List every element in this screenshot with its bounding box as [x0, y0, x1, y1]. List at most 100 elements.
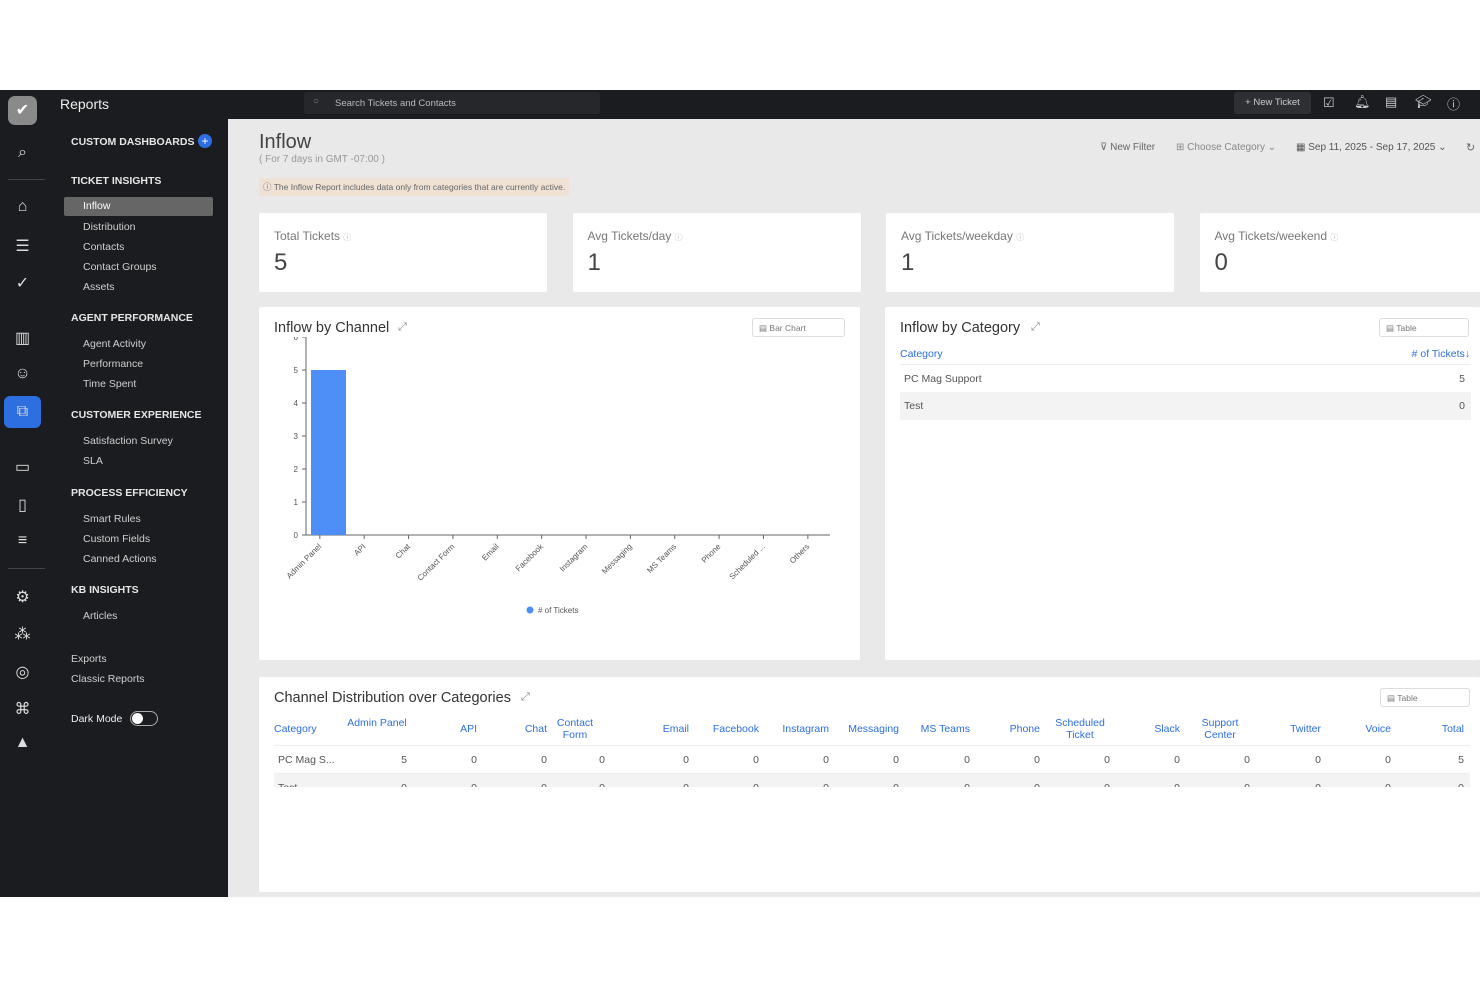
column-header[interactable]: Scheduled Ticket: [1055, 717, 1105, 741]
cell: 0: [1034, 782, 1040, 787]
sidebar-item-distribution[interactable]: Distribution: [83, 221, 136, 233]
table-row: Test 0 0 0 0 0 0 0 0 0 0 0 0 0 0 0 0: [274, 773, 1470, 787]
kpi-card: Avg Tickets/day ⓘ 1: [572, 213, 861, 292]
divider: [8, 568, 45, 569]
view-dropdown[interactable]: ▤ Table: [1380, 688, 1470, 707]
exports-link[interactable]: Exports: [71, 653, 107, 665]
column-header[interactable]: Chat: [524, 723, 547, 735]
expand-icon[interactable]: ⤢: [398, 321, 407, 333]
chart-type-label: Bar Chart: [769, 323, 806, 333]
column-header[interactable]: Twitter: [1290, 723, 1321, 735]
tickets-icon[interactable]: ☰: [15, 238, 30, 255]
legend-label[interactable]: # of Tickets: [538, 606, 578, 615]
bar[interactable]: [311, 370, 346, 535]
sidebar-item-time-spent[interactable]: Time Spent: [83, 378, 137, 390]
sidebar-item-contacts[interactable]: Contacts: [83, 241, 125, 253]
dark-mode-toggle[interactable]: [130, 711, 158, 726]
add-dashboard-button[interactable]: +: [198, 134, 212, 148]
reports-sidebar: CUSTOM DASHBOARDS + TICKET INSIGHTS Inflo…: [53, 119, 228, 897]
sidebar-item-articles[interactable]: Articles: [83, 610, 118, 622]
sidebar-item-contact-groups[interactable]: Contact Groups: [83, 261, 157, 273]
column-header[interactable]: Email: [662, 723, 689, 735]
expand-icon[interactable]: ⤢: [1031, 321, 1040, 333]
column-header-tickets[interactable]: # of Tickets↓: [1411, 348, 1470, 360]
command-icon[interactable]: ⌘: [14, 701, 31, 718]
date-range-picker[interactable]: ▦ Sep 11, 2025 - Sep 17, 2025 ⌄: [1296, 142, 1447, 153]
column-header[interactable]: Slack: [1154, 723, 1180, 735]
app-title: Reports: [60, 96, 110, 112]
choose-category-dropdown[interactable]: ⊞ Choose Category ⌄: [1176, 142, 1277, 153]
cell: 0: [541, 782, 547, 787]
column-header[interactable]: API: [460, 723, 477, 735]
bar-chart-icon[interactable]: ▥: [14, 330, 31, 347]
icon-rail: ✔ ⌕ ⌂ ☰ ✓ ▥ ☺ ⧉ ▭ ▯ ≡ ⚙ ⁂ ◎ ⌘ ▲: [0, 90, 53, 897]
section-heading: PROCESS EFFICIENCY: [71, 487, 188, 499]
search-icon[interactable]: ⌕: [18, 144, 27, 161]
app-logo[interactable]: ✔: [8, 96, 37, 125]
column-header[interactable]: MS Teams: [920, 723, 970, 735]
column-header[interactable]: Category: [274, 723, 317, 735]
chart-type-dropdown[interactable]: ▤ Bar Chart: [752, 318, 845, 337]
info-icon[interactable]: ⓘ: [674, 233, 683, 242]
expand-icon[interactable]: ⤢: [521, 691, 530, 703]
user-icon[interactable]: ☺: [14, 365, 31, 382]
sidebar-item-custom-fields[interactable]: Custom Fields: [83, 533, 151, 545]
refresh-circle-icon[interactable]: ◎: [15, 664, 30, 681]
info-icon[interactable]: ⓘ: [1330, 233, 1339, 242]
column-header-category[interactable]: Category: [900, 348, 943, 360]
bell-icon[interactable]: 🔔︎: [1354, 94, 1371, 109]
check-circle-icon[interactable]: ✓: [15, 275, 30, 292]
view-dropdown[interactable]: ▤ Table: [1379, 318, 1469, 337]
info-icon[interactable]: ⓘ: [1016, 233, 1025, 242]
new-filter-button[interactable]: ⊽ New Filter: [1100, 142, 1156, 153]
column-header[interactable]: Total: [1441, 723, 1464, 735]
column-header[interactable]: Support Center: [1201, 717, 1239, 741]
kpi-label-text: Avg Tickets/day: [587, 229, 672, 243]
kpi-label-text: Avg Tickets/weekend: [1214, 229, 1328, 243]
sidebar-item-smart-rules[interactable]: Smart Rules: [83, 513, 141, 525]
section-heading: CUSTOMER EXPERIENCE: [71, 409, 202, 421]
cell: 5: [1458, 754, 1464, 766]
x-tick-label: Scheduled ...: [728, 542, 767, 581]
sidebar-item-canned-actions[interactable]: Canned Actions: [83, 553, 157, 565]
new-ticket-button[interactable]: + New Ticket: [1234, 92, 1311, 114]
column-header[interactable]: Instagram: [782, 723, 829, 735]
refresh-icon[interactable]: ↻: [1466, 142, 1476, 154]
help-icon[interactable]: ⓘ: [1447, 97, 1461, 112]
list-icon[interactable]: ≡: [17, 532, 28, 549]
kpi-label: Avg Tickets/weekday ⓘ: [901, 229, 1024, 243]
settings-icon[interactable]: ⚙: [15, 589, 30, 606]
x-tick-label: Contact Form: [416, 542, 457, 583]
column-header[interactable]: Messaging: [848, 723, 899, 735]
column-header[interactable]: Contact Form: [556, 717, 594, 741]
column-header[interactable]: Voice: [1365, 723, 1391, 735]
cell: 0: [1244, 754, 1250, 766]
brand-icon[interactable]: ▲: [14, 734, 31, 751]
home-icon[interactable]: ⌂: [17, 198, 28, 215]
choose-category-label: Choose Category: [1187, 142, 1265, 153]
document-icon[interactable]: ▤: [1385, 94, 1398, 109]
reports-icon[interactable]: ⧉: [4, 396, 41, 428]
graduation-cap-icon[interactable]: 🎓︎: [1415, 94, 1432, 109]
view-label: Table: [1396, 323, 1417, 333]
sidebar-item-sla[interactable]: SLA: [83, 455, 103, 467]
column-header[interactable]: Admin Panel: [347, 717, 407, 729]
book-icon[interactable]: ▯: [18, 497, 27, 514]
sidebar-item-performance[interactable]: Performance: [83, 358, 144, 370]
x-tick-label: Instagram: [558, 542, 590, 574]
sidebar-item-inflow[interactable]: Inflow: [64, 197, 213, 216]
tasks-icon[interactable]: ☑: [1323, 95, 1335, 110]
sidebar-item-agent-activity[interactable]: Agent Activity: [83, 338, 147, 350]
calendar-icon[interactable]: ▭: [14, 459, 31, 476]
column-header[interactable]: Phone: [1009, 723, 1040, 735]
classic-reports-link[interactable]: Classic Reports: [71, 673, 145, 685]
y-tick-label: 1: [294, 498, 299, 507]
sidebar-item-satisfaction-survey[interactable]: Satisfaction Survey: [83, 435, 173, 447]
kpi-label-text: Total Tickets: [274, 229, 341, 243]
cell: 0: [964, 782, 970, 787]
search-input[interactable]: ○ Search Tickets and Contacts: [304, 92, 600, 114]
column-header[interactable]: Facebook: [712, 723, 759, 735]
sidebar-item-assets[interactable]: Assets: [83, 281, 115, 293]
apps-icon[interactable]: ⁂: [14, 626, 31, 643]
info-icon[interactable]: ⓘ: [343, 233, 352, 242]
